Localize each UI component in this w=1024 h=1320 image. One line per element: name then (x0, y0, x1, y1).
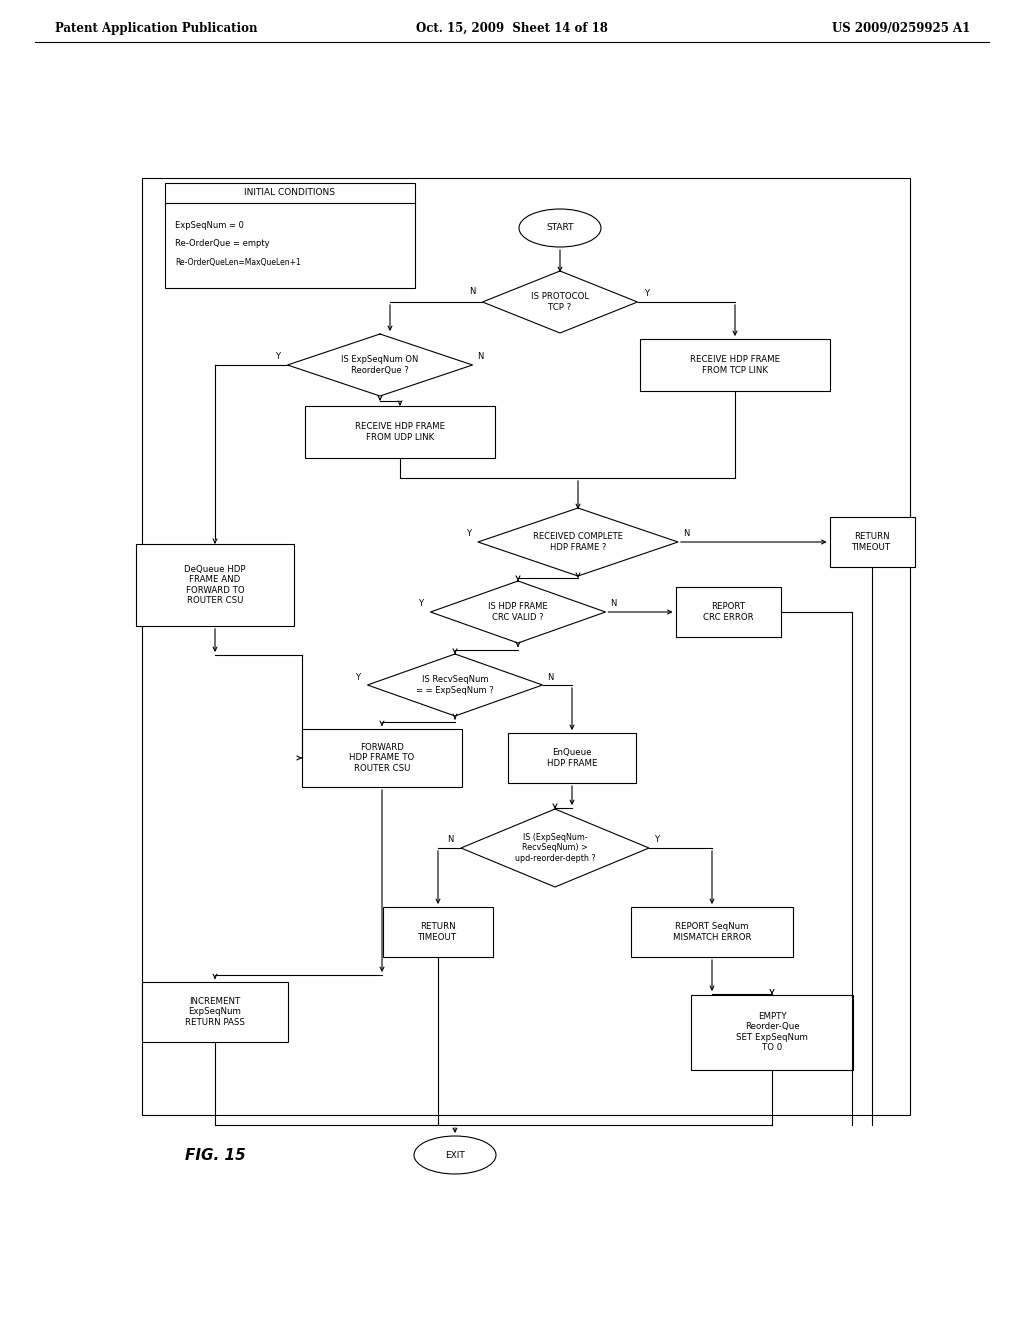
Text: Y: Y (419, 599, 424, 609)
FancyBboxPatch shape (136, 544, 294, 626)
Ellipse shape (519, 209, 601, 247)
Text: N: N (548, 672, 554, 681)
Text: Re-OrderQueLen=MaxQueLen+1: Re-OrderQueLen=MaxQueLen+1 (175, 257, 301, 267)
Text: IS ExpSeqNum ON
ReorderQue ?: IS ExpSeqNum ON ReorderQue ? (341, 355, 419, 375)
Text: FORWARD
HDP FRAME TO
ROUTER CSU: FORWARD HDP FRAME TO ROUTER CSU (349, 743, 415, 774)
Text: RECEIVE HDP FRAME
FROM TCP LINK: RECEIVE HDP FRAME FROM TCP LINK (690, 355, 780, 375)
Text: START: START (546, 223, 573, 232)
Text: FIG. 15: FIG. 15 (185, 1147, 246, 1163)
Text: IS RecvSeqNum
= = ExpSeqNum ?: IS RecvSeqNum = = ExpSeqNum ? (416, 676, 494, 694)
Text: N: N (610, 599, 616, 609)
FancyBboxPatch shape (302, 729, 462, 787)
Text: Re-OrderQue = empty: Re-OrderQue = empty (175, 239, 269, 248)
FancyBboxPatch shape (631, 907, 793, 957)
Text: INITIAL CONDITIONS: INITIAL CONDITIONS (245, 189, 336, 197)
Polygon shape (482, 271, 638, 333)
Text: REPORT
CRC ERROR: REPORT CRC ERROR (702, 602, 754, 622)
FancyBboxPatch shape (165, 182, 415, 288)
Text: INCREMENT
ExpSeqNum
RETURN PASS: INCREMENT ExpSeqNum RETURN PASS (185, 997, 245, 1027)
Polygon shape (368, 653, 543, 715)
FancyBboxPatch shape (691, 994, 853, 1069)
Text: IS PROTOCOL
TCP ?: IS PROTOCOL TCP ? (530, 292, 589, 312)
FancyBboxPatch shape (640, 339, 830, 391)
Text: Y: Y (355, 672, 360, 681)
Text: N: N (469, 288, 475, 297)
Text: Oct. 15, 2009  Sheet 14 of 18: Oct. 15, 2009 Sheet 14 of 18 (416, 22, 608, 36)
Polygon shape (430, 581, 605, 643)
Polygon shape (461, 809, 649, 887)
FancyBboxPatch shape (383, 907, 493, 957)
Text: N: N (447, 836, 454, 845)
Text: N: N (683, 529, 689, 539)
Text: REPORT SeqNum
MISMATCH ERROR: REPORT SeqNum MISMATCH ERROR (673, 923, 752, 941)
Ellipse shape (414, 1137, 496, 1173)
Text: Y: Y (466, 529, 471, 539)
Text: RETURN
TIMEOUT: RETURN TIMEOUT (852, 532, 892, 552)
Text: RETURN
TIMEOUT: RETURN TIMEOUT (419, 923, 458, 941)
Polygon shape (288, 334, 472, 396)
Text: Y: Y (644, 289, 649, 298)
FancyBboxPatch shape (142, 982, 288, 1041)
FancyBboxPatch shape (305, 407, 495, 458)
Text: RECEIVED COMPLETE
HDP FRAME ?: RECEIVED COMPLETE HDP FRAME ? (534, 532, 623, 552)
Text: RECEIVE HDP FRAME
FROM UDP LINK: RECEIVE HDP FRAME FROM UDP LINK (355, 422, 445, 442)
Text: EXIT: EXIT (445, 1151, 465, 1159)
Text: EMPTY
Reorder-Que
SET ExpSeqNum
TO 0: EMPTY Reorder-Que SET ExpSeqNum TO 0 (736, 1012, 808, 1052)
FancyBboxPatch shape (829, 517, 914, 568)
Text: N: N (477, 352, 484, 362)
FancyBboxPatch shape (676, 587, 780, 638)
Text: DeQueue HDP
FRAME AND
FORWARD TO
ROUTER CSU: DeQueue HDP FRAME AND FORWARD TO ROUTER … (184, 565, 246, 605)
Text: Y: Y (654, 836, 659, 845)
Polygon shape (478, 508, 678, 576)
Text: Patent Application Publication: Patent Application Publication (55, 22, 257, 36)
Text: IS HDP FRAME
CRC VALID ?: IS HDP FRAME CRC VALID ? (488, 602, 548, 622)
Text: US 2009/0259925 A1: US 2009/0259925 A1 (831, 22, 970, 36)
Text: EnQueue
HDP FRAME: EnQueue HDP FRAME (547, 748, 597, 768)
FancyBboxPatch shape (508, 733, 636, 783)
Text: ExpSeqNum = 0: ExpSeqNum = 0 (175, 220, 244, 230)
Text: IS (ExpSeqNum-
RecvSeqNum) >
upd-reorder-depth ?: IS (ExpSeqNum- RecvSeqNum) > upd-reorder… (515, 833, 595, 863)
Text: Y: Y (275, 352, 281, 362)
